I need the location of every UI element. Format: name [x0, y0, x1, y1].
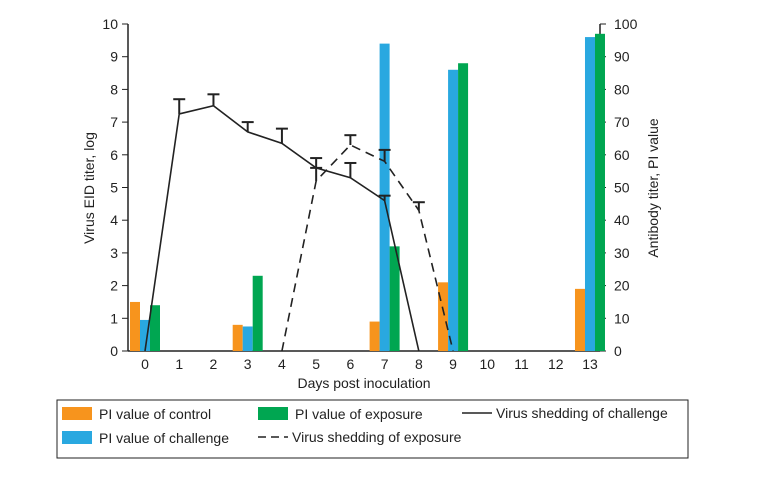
right-tick-label: 40: [614, 212, 630, 228]
left-tick-label: 10: [102, 16, 118, 32]
left-tick-label: 4: [110, 212, 118, 228]
bar-pi-value-of-control: [438, 282, 449, 351]
bar-pi-value-of-control: [369, 321, 380, 351]
left-axis-label: Virus EID titer, log: [81, 132, 97, 244]
left-tick-label: 6: [110, 147, 118, 163]
left-tick-label: 9: [110, 49, 118, 65]
x-tick-label: 2: [210, 356, 218, 372]
legend-label: Virus shedding of challenge: [496, 405, 668, 421]
left-tick-label: 5: [110, 180, 118, 196]
line-virus-shedding-of-exposure: [281, 144, 454, 352]
x-tick-label: 4: [278, 356, 286, 372]
x-tick-label: 8: [415, 356, 423, 372]
left-tick-label: 3: [110, 245, 118, 261]
right-tick-label: 30: [614, 245, 630, 261]
bar-pi-value-of-exposure: [252, 275, 263, 351]
bar-pi-value-of-control: [574, 288, 585, 351]
legend-swatch: [62, 407, 92, 420]
x-tick-label: 0: [141, 356, 149, 372]
legend-label: Virus shedding of exposure: [292, 429, 462, 445]
bar-pi-value-of-challenge: [584, 37, 595, 352]
x-tick-label: 13: [582, 356, 598, 372]
x-tick-label: 7: [381, 356, 389, 372]
right-axis-label: Antibody titer, PI value: [645, 118, 661, 258]
right-tick-label: 50: [614, 180, 630, 196]
right-tick-label: 80: [614, 81, 630, 97]
legend-box: [56, 399, 689, 459]
right-tick-label: 10: [614, 310, 630, 326]
bar-pi-value-of-control: [232, 324, 243, 351]
bar-pi-value-of-challenge: [242, 326, 253, 351]
left-tick-label: 1: [110, 310, 118, 326]
bar-pi-value-of-challenge: [448, 69, 459, 351]
left-tick-label: 0: [110, 343, 118, 359]
legend-label: PI value of challenge: [99, 430, 229, 446]
right-tick-label: 70: [614, 114, 630, 130]
x-tick-label: 6: [346, 356, 354, 372]
right-tick-label: 0: [614, 343, 622, 359]
x-tick-label: 3: [244, 356, 252, 372]
x-tick-label: 5: [312, 356, 320, 372]
left-tick-label: 2: [110, 278, 118, 294]
x-tick-label: 11: [514, 356, 529, 372]
x-tick-label: 1: [175, 356, 183, 372]
x-tick-label: 9: [449, 356, 457, 372]
right-tick-label: 20: [614, 278, 630, 294]
x-tick-label: 10: [480, 356, 496, 372]
legend-swatch: [258, 407, 288, 420]
bar-pi-value-of-exposure: [594, 33, 605, 352]
x-axis-label: Days post inoculation: [297, 375, 430, 391]
legend-label: PI value of exposure: [295, 406, 423, 422]
right-tick-label: 90: [614, 49, 630, 65]
bar-pi-value-of-exposure: [150, 305, 160, 351]
right-tick-label: 60: [614, 147, 630, 163]
right-tick-label: 100: [614, 16, 638, 32]
bar-pi-value-of-exposure: [458, 63, 469, 352]
bar-pi-value-of-exposure: [389, 246, 400, 351]
legend-label: PI value of control: [99, 406, 211, 422]
left-tick-label: 7: [110, 114, 118, 130]
bar-pi-value-of-control: [130, 301, 140, 351]
bar-pi-value-of-challenge: [140, 319, 150, 351]
x-tick-label: 12: [548, 356, 564, 372]
legend-swatch: [62, 431, 92, 444]
left-tick-label: 8: [110, 81, 118, 97]
